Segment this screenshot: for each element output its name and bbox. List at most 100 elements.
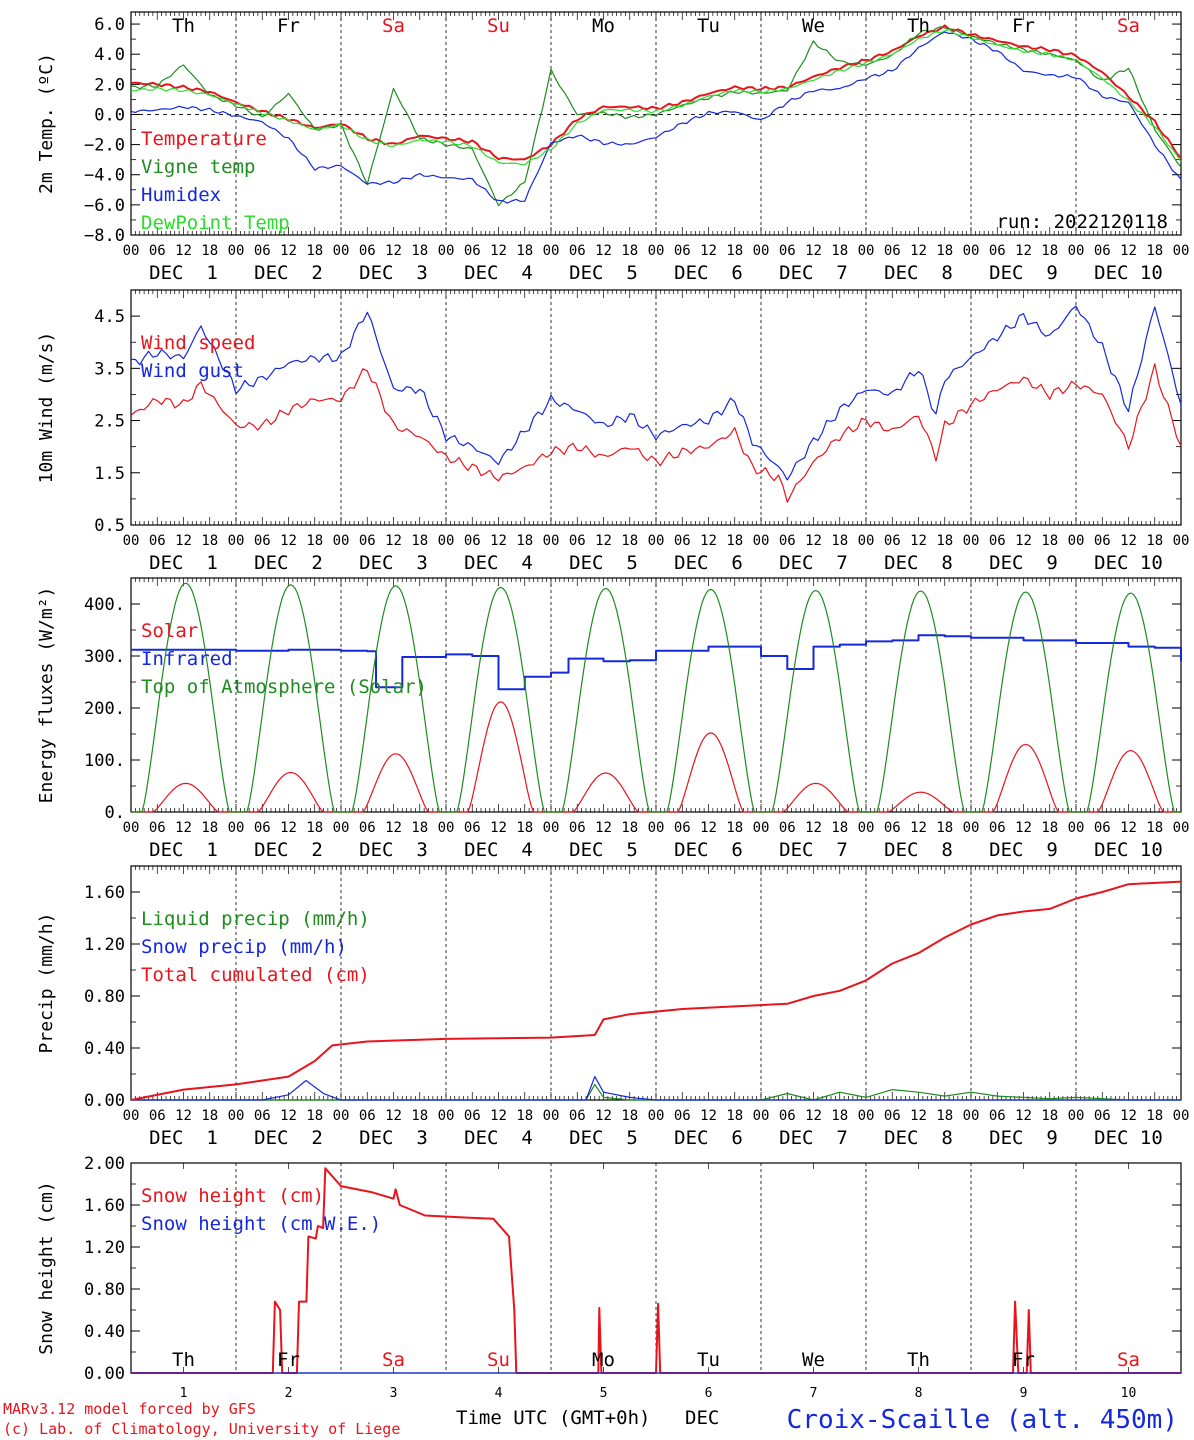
legend-entry: Wind speed: [141, 332, 255, 354]
hour-label: 12: [385, 533, 402, 549]
date-label: DEC 6: [674, 552, 743, 574]
hour-label: 18: [201, 243, 218, 259]
day-abbr: Mo: [592, 1349, 615, 1371]
hour-label: 12: [910, 533, 927, 549]
date-label: DEC 8: [884, 552, 953, 574]
hour-label: 00: [543, 243, 560, 259]
day-abbr: Sa: [382, 15, 405, 37]
day-abbr: Th: [907, 1349, 930, 1371]
hour-label: 12: [910, 820, 927, 836]
hour-label: 00: [858, 1108, 875, 1124]
date-label: DEC 8: [884, 1127, 953, 1149]
hour-label: 18: [831, 533, 848, 549]
day-abbr: Tu: [697, 15, 720, 37]
hour-label: 00: [963, 1108, 980, 1124]
y-tick-label: 1.60: [84, 883, 125, 903]
y-tick-label: 0.00: [84, 1364, 125, 1384]
hour-label: 00: [228, 820, 245, 836]
hour-label: 18: [621, 533, 638, 549]
y-tick-label: 6.0: [94, 15, 125, 35]
hour-label: 06: [569, 1108, 586, 1124]
date-label: DEC 10: [1094, 552, 1163, 574]
day-abbr: Fr: [1012, 1349, 1035, 1371]
hour-label: 12: [385, 243, 402, 259]
hour-label: 06: [1094, 533, 1111, 549]
day-number: 10: [1121, 1386, 1137, 1401]
hour-label: 18: [621, 820, 638, 836]
legend-entry: Total cumulated (cm): [141, 964, 370, 986]
date-label: DEC 2: [254, 839, 323, 861]
hour-label: 06: [674, 533, 691, 549]
y-axis-label: 10m Wind (m/s): [36, 332, 57, 484]
date-label: DEC 7: [779, 839, 848, 861]
y-tick-label: −6.0: [84, 196, 125, 216]
date-label: DEC 3: [359, 1127, 428, 1149]
legend-entry: Temperature: [141, 128, 267, 150]
hour-label: 06: [569, 533, 586, 549]
hour-label: 06: [464, 820, 481, 836]
hour-label: 06: [254, 533, 271, 549]
day-abbr: Mo: [592, 15, 615, 37]
hour-label: 00: [963, 820, 980, 836]
hour-label: 12: [490, 533, 507, 549]
hour-label: 18: [201, 1108, 218, 1124]
y-tick-label: 2.00: [84, 1154, 125, 1174]
day-abbr: Fr: [277, 1349, 300, 1371]
hour-label: 06: [884, 1108, 901, 1124]
hour-label: 18: [1146, 820, 1163, 836]
hour-label: 18: [831, 1108, 848, 1124]
hour-label: 00: [333, 243, 350, 259]
hour-label: 18: [831, 243, 848, 259]
hour-label: 18: [726, 1108, 743, 1124]
hour-label: 06: [989, 820, 1006, 836]
hour-label: 06: [149, 533, 166, 549]
series-line-wind-speed: [130, 363, 1182, 503]
hour-label: 12: [595, 533, 612, 549]
hour-label: 12: [280, 533, 297, 549]
hour-label: 18: [936, 820, 953, 836]
hour-label: 12: [805, 1108, 822, 1124]
hour-label: 18: [936, 243, 953, 259]
date-label: DEC 4: [464, 262, 533, 284]
legend-entry: Solar: [141, 620, 198, 642]
y-axis-label: Snow height (cm): [36, 1181, 57, 1354]
day-number: 3: [390, 1386, 398, 1401]
panel-snow: [130, 1162, 1182, 1374]
y-tick-label: 0.40: [84, 1322, 125, 1342]
hour-label: 12: [700, 533, 717, 549]
y-tick-label: 1.20: [84, 935, 125, 955]
hour-label: 00: [438, 533, 455, 549]
hour-label: 12: [175, 533, 192, 549]
x-axis-title: Time UTC (GMT+0h): [456, 1407, 650, 1429]
hour-label: 18: [201, 820, 218, 836]
hour-label: 18: [1146, 243, 1163, 259]
hour-label: 00: [1068, 243, 1085, 259]
date-label: DEC 6: [674, 262, 743, 284]
hour-label: 12: [700, 1108, 717, 1124]
hour-label: 00: [1173, 533, 1190, 549]
hour-label: 00: [228, 533, 245, 549]
date-label: DEC 7: [779, 262, 848, 284]
hour-label: 00: [123, 1108, 140, 1124]
date-label: DEC 6: [674, 1127, 743, 1149]
y-tick-label: 200.: [84, 699, 125, 719]
y-axis-label: Energy fluxes (W/m²): [36, 587, 57, 804]
date-label: DEC 7: [779, 552, 848, 574]
series-line-snow-precip-mm-h-: [131, 1076, 1181, 1101]
hour-label: 12: [805, 533, 822, 549]
date-label: DEC 2: [254, 1127, 323, 1149]
hour-label: 06: [569, 243, 586, 259]
hour-label: 00: [1068, 1108, 1085, 1124]
hour-label: 00: [1173, 820, 1190, 836]
hour-label: 12: [490, 1108, 507, 1124]
hour-label: 06: [359, 533, 376, 549]
day-abbr: Fr: [1012, 15, 1035, 37]
legend-entry: Vigne temp: [141, 156, 255, 178]
legend-entry: Snow precip (mm/h): [141, 936, 347, 958]
hour-label: 18: [726, 820, 743, 836]
date-label: DEC 5: [569, 1127, 638, 1149]
date-label: DEC 3: [359, 839, 428, 861]
hour-label: 06: [464, 533, 481, 549]
hour-label: 18: [306, 820, 323, 836]
hour-label: 06: [149, 1108, 166, 1124]
